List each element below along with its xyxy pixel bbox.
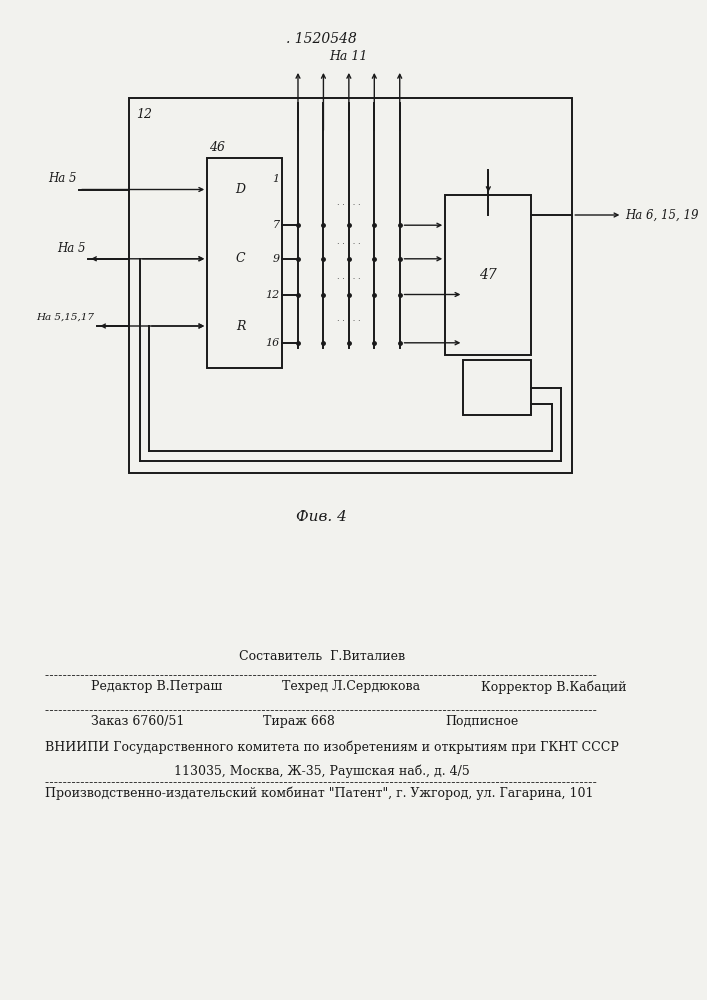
Text: . 1520548: . 1520548 — [286, 32, 357, 46]
Bar — [463, 360, 532, 415]
Text: R: R — [236, 320, 245, 332]
Text: Составитель  Г.Виталиев: Составитель Г.Виталиев — [238, 650, 404, 663]
Text: . . . . .: . . . . . — [337, 314, 361, 323]
Text: Корректор В.Кабаций: Корректор В.Кабаций — [481, 680, 627, 694]
Text: Тираж 668: Тираж 668 — [264, 715, 335, 728]
Text: На 5: На 5 — [48, 172, 76, 186]
Text: Редактор В.Петраш: Редактор В.Петраш — [90, 680, 222, 693]
Text: На 11: На 11 — [329, 50, 368, 63]
Text: 47: 47 — [479, 268, 497, 282]
Text: На 5,15,17: На 5,15,17 — [37, 313, 95, 322]
Text: 16: 16 — [266, 338, 280, 348]
Text: 7: 7 — [273, 220, 280, 230]
Bar — [445, 195, 532, 355]
Text: D: D — [235, 183, 245, 196]
Text: . . . . .: . . . . . — [337, 198, 361, 207]
Text: 12: 12 — [136, 108, 152, 121]
Text: 113035, Москва, Ж-35, Раушская наб., д. 4/5: 113035, Москва, Ж-35, Раушская наб., д. … — [174, 765, 469, 778]
Text: Техред Л.Сердюкова: Техред Л.Сердюкова — [281, 680, 420, 693]
Text: Заказ 6760/51: Заказ 6760/51 — [90, 715, 185, 728]
Text: . . . . .: . . . . . — [337, 237, 361, 246]
Text: 46: 46 — [209, 141, 225, 154]
Text: На 6, 15, 19: На 6, 15, 19 — [625, 209, 699, 222]
Text: ВНИИПИ Государственного комитета по изобретениям и открытиям при ГКНТ СССР: ВНИИПИ Государственного комитета по изоб… — [45, 740, 619, 754]
Text: Подписное: Подписное — [445, 715, 518, 728]
Text: 9: 9 — [273, 254, 280, 264]
Bar — [129, 98, 573, 473]
Text: На 5: На 5 — [57, 242, 86, 255]
Text: . . . . .: . . . . . — [337, 272, 361, 281]
Text: 1: 1 — [273, 174, 280, 184]
Text: 12: 12 — [266, 290, 280, 300]
Text: C: C — [236, 252, 245, 265]
Bar — [207, 158, 281, 368]
Text: Фив. 4: Фив. 4 — [296, 510, 347, 524]
Text: Производственно-издательский комбинат "Патент", г. Ужгород, ул. Гагарина, 101: Производственно-издательский комбинат "П… — [45, 787, 594, 800]
